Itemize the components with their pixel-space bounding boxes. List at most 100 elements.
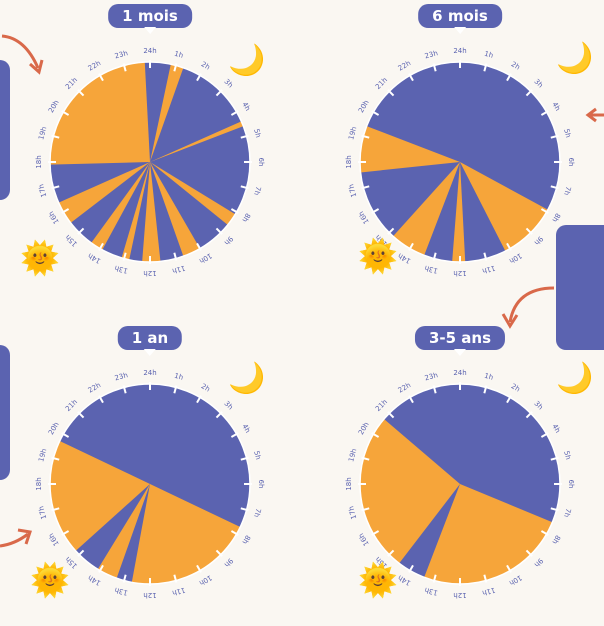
hour-label: 20h (47, 99, 61, 115)
hour-label: 2h (200, 382, 212, 393)
hour-label: 9h (223, 235, 235, 247)
hour-label: 19h (37, 126, 48, 141)
hour-label: 4h (240, 101, 251, 113)
hour-label: 14h (87, 251, 103, 265)
hour-label: 13h (114, 586, 129, 597)
sleep-clock-diagram: 24h 1h2h3h4h5h6h7h8h9h10h11h12h13h14h15h1… (35, 47, 265, 277)
panel-label: 6 mois (418, 4, 502, 28)
hour-label: 5h (562, 128, 572, 139)
hour-label: 6h (257, 158, 265, 167)
sleep-segment (50, 162, 150, 203)
hour-label: 11h (171, 264, 186, 275)
hour-label: 12h (143, 591, 156, 599)
hour-label: 1h (483, 50, 494, 60)
clock-rim (49, 383, 251, 585)
hour-label: 3h (533, 78, 545, 90)
left-info-box-bottom (0, 345, 10, 480)
panel-3-5-ans: 3-5 ans 24h 1h 2h 3h 4h 5h 6h 7h 8h 9h 10h 11h 12h 13… (330, 326, 594, 626)
hour-label: 7h (252, 185, 262, 196)
hour-label: 6h (567, 158, 575, 167)
hour-label: 4h (240, 423, 251, 435)
hour-label: 11h (481, 264, 496, 275)
sleep-segment (150, 162, 228, 249)
crescent-moon-icon: 🌙 (556, 361, 594, 396)
hour-label: 23h (114, 371, 129, 382)
hour-label: 17h (37, 505, 48, 520)
hour-label: 20h (357, 421, 371, 437)
sleep-segment (150, 67, 242, 162)
hour-label: 2h (510, 60, 522, 71)
hour-label: 8h (240, 534, 251, 546)
hour-label: 14h (87, 573, 103, 587)
sleep-segment (70, 162, 150, 243)
hour-label: 22h (397, 381, 413, 395)
crescent-moon-icon: 🌙 (228, 43, 266, 78)
arrow-top-right (585, 107, 604, 123)
hour-label: 4h (550, 423, 561, 435)
arrow-middle-right (501, 286, 555, 329)
sleep-segment (129, 162, 150, 262)
right-info-box (556, 225, 604, 350)
panel-6-mois: 6 mois 24h 1h 2h 3h 4h 5h 6h 7h 8h 9h 10h 11h 12h 13h… (330, 4, 594, 304)
hour-label: 21h (374, 398, 389, 413)
hour-label: 13h (424, 264, 439, 275)
hour-label: 19h (347, 448, 358, 463)
hour-label: 19h (347, 126, 358, 141)
hour-label: 11h (171, 586, 186, 597)
hour-label: 8h (550, 534, 561, 546)
crescent-moon-icon: 🌙 (556, 41, 594, 76)
hour-label: 15h (64, 233, 79, 248)
sleep-clock-diagram: 24h 1h2h3h4h5h6h7h8h9h10h11h12h13h14h15h1… (345, 369, 575, 599)
hour-label: 9h (533, 235, 545, 247)
sleep-segment (144, 62, 171, 162)
sleep-segment (102, 162, 150, 258)
sleep-segment (75, 484, 150, 570)
hour-label: 6h (257, 480, 265, 489)
hour-label: 5h (252, 128, 262, 139)
hour-label: 9h (533, 557, 545, 569)
hour-label: 24h (453, 47, 466, 55)
hour-label: 11h (481, 586, 496, 597)
hour-label: 7h (562, 185, 572, 196)
smiling-sun-icon: 🌞 (30, 561, 70, 599)
hour-label: 24h (143, 47, 156, 55)
hour-label: 16h (357, 532, 371, 548)
hour-label: 13h (424, 586, 439, 597)
hour-label: 16h (357, 210, 371, 226)
hour-label: 5h (562, 450, 572, 461)
hour-label: 2h (510, 382, 522, 393)
sleep-segment (150, 126, 251, 215)
hour-label: 10h (198, 251, 214, 265)
hour-label: 23h (114, 49, 129, 60)
hour-label: 18h (35, 155, 43, 168)
clock-rim (359, 61, 561, 263)
sleep-clock-diagram: 24h 1h2h3h4h5h6h7h8h9h10h11h12h13h14h15h1… (35, 369, 265, 599)
hour-label: 10h (508, 251, 524, 265)
hour-label: 3h (223, 400, 235, 412)
hour-label: 22h (397, 59, 413, 73)
hour-label: 12h (453, 269, 466, 277)
hour-label: 20h (357, 99, 371, 115)
sleep-segment (59, 384, 250, 528)
sleep-clock-diagram: 24h 1h2h3h4h5h6h7h8h9h10h11h12h13h14h15h1… (345, 47, 575, 277)
hour-label: 19h (37, 448, 48, 463)
hour-label: 21h (64, 398, 79, 413)
hour-label: 18h (35, 477, 43, 490)
hour-label: 16h (47, 532, 61, 548)
hour-label: 8h (550, 212, 561, 224)
panel-label: 1 an (117, 326, 183, 350)
hour-label: 1h (173, 50, 184, 60)
hour-label: 24h (143, 369, 156, 377)
arrow-top-left (1, 34, 44, 75)
panel-label: 3-5 ans (414, 326, 506, 350)
hour-label: 22h (87, 381, 103, 395)
arrow-bottom-left (0, 528, 32, 548)
hour-label: 12h (453, 591, 466, 599)
hour-label: 10h (508, 573, 524, 587)
hour-label: 1h (173, 372, 184, 382)
hour-label: 17h (347, 183, 358, 198)
hour-label: 7h (252, 507, 262, 518)
smiling-sun-icon: 🌞 (358, 237, 398, 275)
panel-1-mois: 1 mois 24h 1h 2h 3h 4h 5h 6h 7h 8h 9h 10h 11h 12h 13h… (20, 4, 280, 304)
hour-label: 21h (64, 76, 79, 91)
